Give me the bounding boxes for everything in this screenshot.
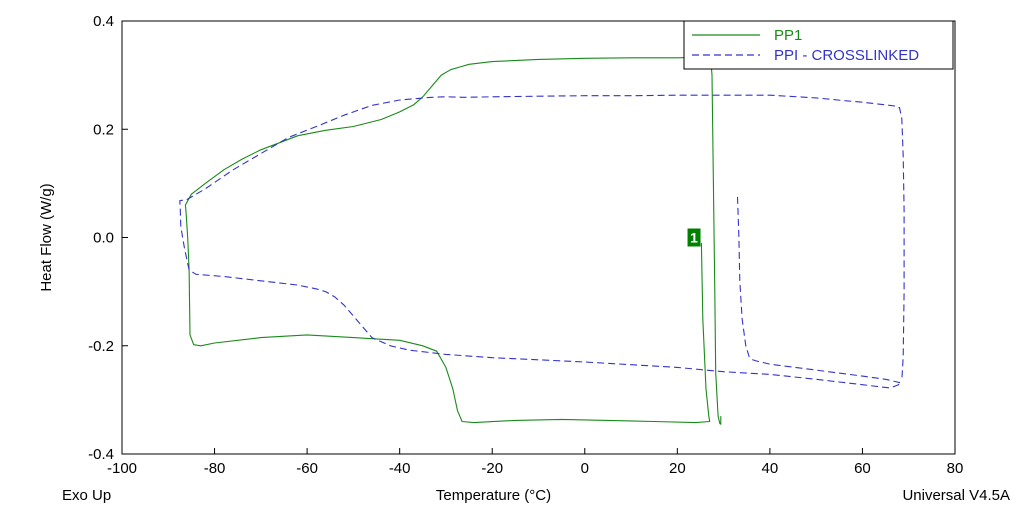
x-tick-label: 80 [947, 460, 964, 477]
x-tick-label: -100 [107, 460, 137, 477]
legend-box [683, 20, 954, 70]
y-tick-label: 0.4 [93, 13, 114, 30]
x-tick-label: 20 [669, 460, 686, 477]
peak-annotation: 1 [687, 228, 701, 247]
x-tick-label: -20 [481, 460, 503, 477]
x-axis-ticks: -100 -80 -60 -40 -20 0 20 40 60 80 [107, 448, 963, 477]
software-version-label: Universal V4.5A [902, 487, 1010, 504]
legend-label: PPI - CROSSLINKED [774, 47, 919, 64]
x-tick-label: -80 [204, 460, 226, 477]
y-tick-label: 0.0 [93, 230, 114, 247]
y-axis-title: Heat Flow (W/g) [38, 183, 55, 291]
y-tick-label: -0.2 [88, 338, 114, 355]
legend-label: PP1 [774, 27, 802, 44]
x-tick-label: -60 [296, 460, 318, 477]
x-tick-label: 60 [854, 460, 871, 477]
annotation-label: 1 [690, 230, 698, 246]
x-tick-label: -40 [389, 460, 411, 477]
y-tick-label: -0.4 [88, 446, 114, 463]
x-axis-title: Temperature (°C) [436, 487, 551, 504]
annotation-marker-box [687, 228, 701, 247]
x-tick-label: 0 [581, 460, 589, 477]
y-axis-ticks: -0.4 -0.2 0.0 0.2 0.4 [88, 13, 128, 463]
exo-up-label: Exo Up [62, 487, 111, 504]
y-tick-label: 0.2 [93, 121, 114, 138]
x-tick-label: 40 [762, 460, 779, 477]
series-line-ppi-crosslinked [179, 94, 905, 389]
legend: PP1 PPI - CROSSLINKED [683, 20, 954, 70]
